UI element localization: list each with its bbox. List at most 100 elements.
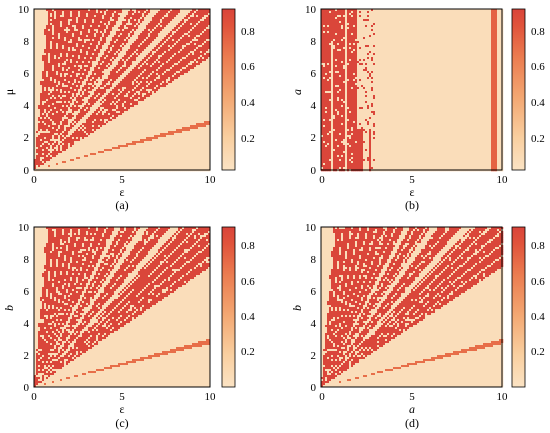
heat-cell: [50, 29, 52, 31]
heat-cell: [158, 61, 160, 63]
heat-cell: [64, 73, 66, 75]
heat-cell: [118, 79, 120, 81]
heat-cell: [56, 25, 58, 27]
heat-cell: [188, 15, 190, 17]
heat-cell: [200, 63, 202, 65]
heat-cell: [56, 73, 58, 75]
heat-cell: [176, 67, 178, 69]
heat-cell: [70, 13, 72, 15]
heat-cell: [108, 49, 110, 51]
heat-cell: [76, 67, 78, 69]
heat-cell: [98, 81, 100, 83]
heat-cell: [96, 67, 98, 69]
heat-cell: [188, 63, 190, 65]
heat-cell: [70, 29, 72, 31]
heat-cell: [48, 35, 50, 37]
heat-cell: [52, 39, 54, 41]
heat-cell: [158, 37, 160, 39]
heat-cell: [80, 57, 82, 59]
heat-cell: [190, 27, 192, 29]
heat-cell: [114, 27, 116, 29]
heat-cell: [126, 37, 128, 39]
heat-cell: [92, 63, 94, 65]
heat-cell: [134, 25, 136, 27]
heat-cell: [160, 39, 162, 41]
heat-cell: [38, 45, 40, 47]
heat-cell: [200, 67, 202, 69]
heat-cell: [138, 15, 140, 17]
heat-cell: [86, 21, 88, 23]
heat-cell: [86, 71, 88, 73]
heat-cell: [140, 75, 142, 77]
heat-cell: [72, 49, 74, 51]
heat-cell: [58, 59, 60, 61]
heat-cell: [78, 29, 80, 31]
heat-cell: [76, 35, 78, 37]
heat-cell: [196, 27, 198, 29]
heat-cell: [104, 25, 106, 27]
heat-cell: [150, 77, 152, 79]
heat-cell: [82, 61, 84, 63]
heat-cell: [180, 33, 182, 35]
heat-cell: [84, 59, 86, 61]
heat-cell: [44, 79, 46, 81]
heat-cell: [44, 73, 46, 75]
heat-cell: [98, 15, 100, 17]
heat-cell: [150, 37, 152, 39]
heat-cell: [124, 19, 126, 21]
heat-cell: [76, 81, 78, 83]
heat-cell: [168, 35, 170, 37]
heat-cell: [64, 77, 66, 79]
heat-cell: [148, 53, 150, 55]
heat-cell: [172, 25, 174, 27]
heat-cell: [122, 41, 124, 43]
heat-cell: [144, 19, 146, 21]
heat-cell: [126, 19, 128, 21]
heat-cell: [88, 43, 90, 45]
heat-cell: [82, 57, 84, 59]
heat-cell: [168, 43, 170, 45]
heat-cell: [88, 17, 90, 19]
heat-cell: [84, 51, 86, 53]
heat-cell: [152, 45, 154, 47]
heat-cell: [80, 49, 82, 51]
heat-cell: [66, 53, 68, 55]
heat-cell: [160, 63, 162, 65]
heat-cell: [180, 19, 182, 21]
heat-cell: [168, 73, 170, 75]
heat-cell: [180, 25, 182, 27]
heat-cell: [72, 81, 74, 83]
heat-cell: [108, 15, 110, 17]
heat-cell: [82, 49, 84, 51]
heat-cell: [122, 17, 124, 19]
heat-cell: [132, 53, 134, 55]
heat-cell: [92, 79, 94, 81]
heat-cell: [88, 73, 90, 75]
heat-cell: [158, 57, 160, 59]
heat-cell: [122, 69, 124, 71]
heat-cell: [200, 51, 202, 53]
heat-cell: [178, 57, 180, 59]
heat-cell: [170, 75, 172, 77]
heat-cell: [134, 41, 136, 43]
heat-cell: [108, 43, 110, 45]
heat-cell: [158, 67, 160, 69]
heat-cell: [62, 59, 64, 61]
heat-cell: [78, 23, 80, 25]
heat-cell: [52, 29, 54, 31]
heat-cell: [68, 41, 70, 43]
heat-cell: [132, 65, 134, 67]
heat-cell: [140, 63, 142, 65]
heat-cell: [142, 23, 144, 25]
heat-cell: [118, 57, 120, 59]
heat-cell: [176, 53, 178, 55]
heat-cell: [148, 51, 150, 53]
heat-cell: [50, 63, 52, 65]
heat-cell: [156, 39, 158, 41]
heat-cell: [184, 59, 186, 61]
heat-cell: [138, 21, 140, 23]
heat-cell: [190, 55, 192, 57]
heat-cell: [112, 15, 114, 17]
heat-cell: [38, 15, 40, 17]
heat-cell: [68, 13, 70, 15]
